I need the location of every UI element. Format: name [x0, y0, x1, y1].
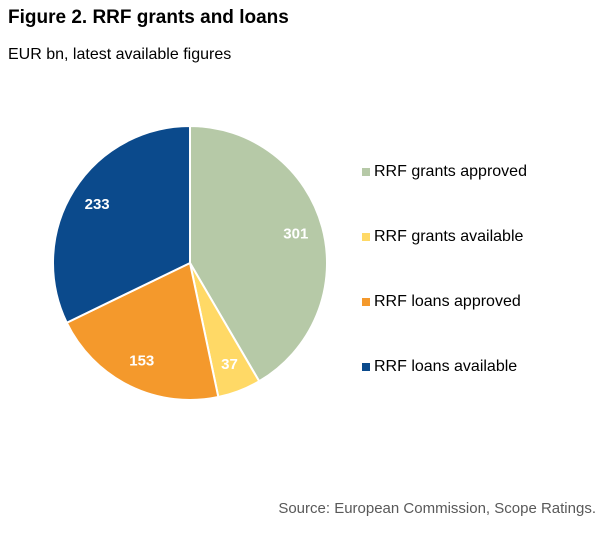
- pie-slice: [65, 261, 220, 401]
- chart-title: Figure 2. RRF grants and loans: [8, 7, 289, 28]
- pie-slice: [189, 124, 328, 383]
- data-label: 301: [283, 225, 308, 242]
- chart-subtitle: EUR bn, latest available figures: [8, 46, 231, 63]
- legend-swatch: [362, 363, 370, 371]
- legend-swatch: [362, 233, 370, 241]
- legend-swatch: [362, 298, 370, 306]
- data-label: 233: [85, 196, 110, 213]
- legend-swatch: [362, 168, 370, 176]
- data-label: 37: [221, 356, 238, 373]
- legend-label: RRF grants approved: [374, 163, 527, 180]
- legend-label: RRF loans available: [374, 358, 517, 375]
- data-label: 153: [129, 352, 154, 369]
- pie-slice: [52, 124, 191, 325]
- legend-label: RRF grants available: [374, 228, 524, 245]
- legend-label: RRF loans approved: [374, 293, 521, 310]
- source-note: Source: European Commission, Scope Ratin…: [278, 500, 596, 517]
